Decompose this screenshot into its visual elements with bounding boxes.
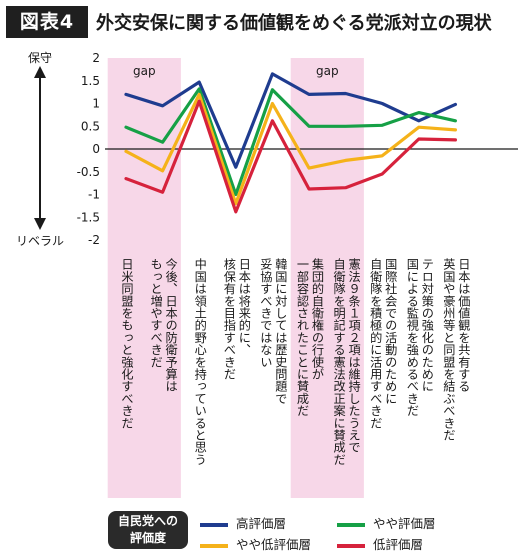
category-label-line: 自衛隊を明記する憲法改正案に賛成だ [331,258,346,466]
legend-swatch-mid [337,522,365,527]
category-label-line: 英国や豪州等と同盟を結ぶべきだ [441,258,456,441]
y-tick-label: -0.5 [77,165,100,179]
category-label-line: 妥協すべきではない [258,258,273,368]
y-tick-label: -2 [88,233,100,247]
legend-swatch-low-mid [200,543,228,548]
series-line-3 [124,99,457,214]
category-label-1: 今後、日本の防衛予算は もっと増やすべきだ [148,258,178,392]
legend-swatch-high [200,522,228,527]
y-tick-label: 2 [92,51,100,65]
category-label-line: 集団的自衛権の行使が [310,258,324,380]
category-label-3: 日本は将来的に、 核保有を目指すべきだ [221,258,251,380]
category-label-line: 今後、日本の防衛予算は [163,258,178,393]
category-label-7: 国際社会での活動のために 自衛隊を積極的に活用すべきだ [367,258,397,429]
category-label-line: 中国は領土的野心を持っていると思う [192,258,207,466]
series-line-1 [124,87,457,197]
category-label-line: テロ対策の強化のために [419,258,434,393]
y-tick-label: 0.5 [81,119,100,133]
axis-arrow-down-icon [34,218,46,230]
axis-label-conservative: 保守 [28,51,52,65]
figure-title: 外交安保に関する価値観をめぐる党派対立の現状 [96,13,492,34]
y-tick-label: 1.5 [81,74,100,88]
axis-arrow-up-icon [34,66,46,78]
legend-title: 自民党への評価度 [108,511,188,549]
legend-label-low: 低評価層 [373,537,424,552]
category-label-line: 国による監視を強めるべきだ [404,258,419,417]
category-label-line: 日本は価値観を共有する [456,258,471,393]
category-label-line: 憲法９条１項２項は維持したうえで [346,258,361,454]
category-label-line: 韓国に対しては歴史問題で [273,258,288,405]
legend-label-low-mid: やや低評価層 [236,537,312,552]
y-tick-label: -1.5 [77,210,100,224]
category-label-2: 中国は領土的野心を持っていると思う [192,258,207,465]
series-line-2 [124,92,457,206]
category-label-line: 日本は将来的に、 [236,258,251,356]
gap-label-1: gap [316,64,339,78]
category-label-5: 集団的自衛権の行使が 一部容認されたことに賛成だ [294,258,324,417]
series-line-0 [124,72,457,169]
legend-item-low-mid: やや低評価層 [200,534,311,553]
figure-badge: 図表4 [6,6,88,38]
legend-item-mid: やや評価層 [337,513,436,532]
category-label-line: もっと増やすべきだ [148,258,163,368]
header: 図表4 外交安保に関する価値観をめぐる党派対立の現状 [0,0,525,44]
y-tick-label: 1 [92,97,100,111]
gap-label-0: gap [133,64,156,78]
category-label-9: 日本は価値観を共有する 英国や豪州等と同盟を結ぶべきだ [440,258,470,441]
y-tick-label: -1 [88,188,100,202]
legend: 自民党への評価度 高評価層 やや評価層 やや低評価層 低評価層 [0,505,525,555]
category-label-0: 日米同盟をもっと強化すべきだ [119,258,134,429]
category-label-4: 韓国に対しては歴史問題で 妥協すべきではない [257,258,287,404]
legend-item-low: 低評価層 [337,534,423,553]
legend-label-high: 高評価層 [236,516,287,531]
category-label-line: 日米同盟をもっと強化すべきだ [119,258,134,429]
axis-label-liberal: リベラル [16,234,64,248]
legend-item-high: 高評価層 [200,513,286,532]
legend-label-mid: やや評価層 [373,516,436,531]
category-label-line: 核保有を目指すべきだ [221,258,236,380]
category-label-line: 一部容認されたことに賛成だ [295,258,309,417]
y-tick-label: 0 [92,142,100,156]
category-label-line: 自衛隊を積極的に活用すべきだ [368,258,383,429]
gap-band-1 [290,58,364,498]
category-label-line: 国際社会での活動のために [383,258,398,405]
category-label-6: 憲法９条１項２項は維持したうえで 自衛隊を明記する憲法改正案に賛成だ [331,258,361,465]
legend-swatch-low [337,543,365,548]
category-label-8: テロ対策の強化のために 国による監視を強めるべきだ [404,258,434,417]
